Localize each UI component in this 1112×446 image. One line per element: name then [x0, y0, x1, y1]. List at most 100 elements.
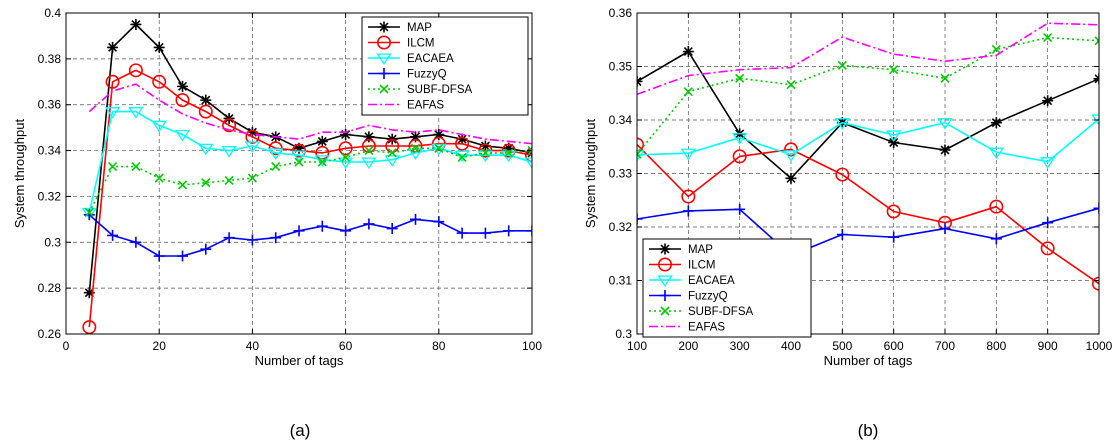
- data-point-map: [363, 131, 375, 143]
- data-point-eacaea: [221, 146, 237, 158]
- data-point-eacaea: [384, 155, 400, 167]
- data-point-fuzzyq: [316, 220, 328, 232]
- data-point-map: [410, 131, 421, 143]
- data-point-map: [83, 287, 95, 299]
- data-point-map: [153, 41, 165, 53]
- legend-marker: [376, 53, 392, 66]
- data-point-fuzzyq: [433, 216, 445, 228]
- y-tick-label: 0.33: [609, 167, 633, 181]
- data-point-subf-dfsa: [84, 207, 94, 218]
- data-point-eacaea: [361, 157, 377, 170]
- data-point-ilcm: [501, 143, 516, 158]
- legend-entry-fuzzyq: FuzzyQ: [688, 291, 728, 303]
- x-tick-label: 200: [678, 339, 698, 353]
- data-point-ilcm: [291, 143, 306, 158]
- x-axis-label: Number of tags: [824, 353, 913, 368]
- data-point-map: [682, 46, 694, 58]
- data-point-subf-dfsa: [131, 162, 141, 172]
- data-point-fuzzyq: [526, 225, 532, 237]
- data-point-map: [479, 140, 491, 152]
- data-point-ilcm: [268, 141, 283, 156]
- y-tick-label: 0.31: [609, 274, 633, 288]
- data-point-eacaea: [104, 107, 121, 119]
- data-point-fuzzyq: [456, 227, 468, 239]
- y-axis-label: System throughput: [583, 119, 598, 229]
- data-point-map: [246, 126, 258, 138]
- data-point-subf-dfsa: [991, 44, 1001, 54]
- data-point-eacaea: [128, 107, 144, 119]
- legend-entry-map: MAP: [407, 22, 432, 34]
- data-point-fuzzyq: [293, 225, 305, 237]
- y-tick-label: 0.34: [38, 144, 62, 158]
- data-point-fuzzyq: [340, 225, 352, 237]
- y-tick-label: 0.4: [44, 6, 61, 20]
- data-point-ilcm: [1092, 276, 1099, 291]
- legend-entry-fuzzyq: FuzzyQ: [407, 69, 447, 81]
- data-point-subf-dfsa: [434, 143, 444, 153]
- data-point-ilcm: [105, 74, 120, 89]
- data-point-subf-dfsa: [317, 157, 327, 167]
- chart-panel-a: 0 20 40 60 80 100 0.26 0.28 0.3 0.32 0.34 0.36 0.38 0…: [12, 6, 542, 440]
- data-point-eacaea: [244, 141, 261, 154]
- data-point-map: [340, 129, 352, 141]
- data-point-ilcm: [783, 142, 798, 157]
- legend-entry-eafas: EAFAS: [407, 100, 444, 112]
- x-tick-label: 0: [63, 339, 70, 353]
- legend-marker: [657, 257, 672, 272]
- y-tick-label: 0.32: [609, 220, 633, 234]
- data-point-ilcm: [338, 141, 353, 156]
- legend-entry-subf-dfsa: SUBF-DFSA: [407, 84, 473, 96]
- data-point-eacaea: [174, 129, 191, 142]
- data-point-ilcm: [989, 199, 1004, 214]
- x-tick-label: 80: [432, 339, 446, 353]
- data-point-ilcm: [198, 104, 213, 119]
- y-tick-label: 0.3: [615, 327, 632, 341]
- data-point-ilcm: [82, 320, 97, 334]
- data-point-subf-dfsa: [1043, 33, 1053, 43]
- data-point-subf-dfsa: [271, 162, 281, 172]
- x-tick-label: 1000: [1086, 339, 1112, 353]
- data-point-fuzzyq: [1093, 202, 1099, 214]
- series-line-map: [637, 50, 1099, 180]
- x-tick-label: 800: [986, 339, 1006, 353]
- data-point-subf-dfsa: [201, 178, 211, 188]
- data-point-subf-dfsa: [504, 148, 514, 158]
- data-point-map: [888, 136, 900, 148]
- data-point-ilcm: [478, 143, 493, 158]
- data-point-eacaea: [834, 118, 851, 130]
- legend-marker: [376, 35, 391, 50]
- data-point-ilcm: [152, 74, 167, 89]
- data-point-fuzzyq: [479, 227, 491, 239]
- legend-entry-eacaea: EACAEA: [407, 53, 454, 65]
- legend-marker: [657, 275, 673, 288]
- data-point-ilcm: [128, 63, 143, 78]
- data-point-ilcm: [886, 204, 901, 219]
- series-line-subf-dfsa: [88, 147, 532, 213]
- x-axis-label: Number of tags: [255, 353, 344, 368]
- data-point-eacaea: [1039, 157, 1056, 169]
- data-point-fuzzyq: [200, 243, 212, 255]
- data-point-ilcm: [835, 167, 850, 182]
- legend-entry-subf-dfsa: SUBF-DFSA: [688, 306, 754, 318]
- data-point-subf-dfsa: [735, 73, 745, 83]
- data-point-subf-dfsa: [837, 60, 847, 70]
- data-point-fuzzyq: [363, 218, 375, 230]
- y-tick-label: 0.36: [38, 98, 62, 112]
- data-point-map: [456, 133, 468, 145]
- data-point-ilcm: [455, 136, 470, 151]
- data-point-eacaea: [885, 130, 902, 143]
- y-tick-label: 0.26: [38, 327, 62, 341]
- x-tick-label: 700: [935, 339, 955, 353]
- series-group: [81, 18, 532, 334]
- data-point-fuzzyq: [130, 236, 142, 248]
- data-point-fuzzyq: [386, 223, 398, 235]
- data-point-fuzzyq: [177, 250, 188, 262]
- data-point-subf-dfsa: [154, 173, 164, 183]
- x-tick-label: 20: [153, 339, 167, 353]
- legend: MAP ILCM EACAEA FuzzyQ SUBF-DFSA EAFAS: [361, 16, 529, 116]
- legend-marker: [659, 290, 671, 301]
- x-tick-label: 900: [1038, 339, 1058, 353]
- data-point-map: [1042, 95, 1054, 107]
- panel-label: (a): [290, 421, 311, 440]
- data-point-eacaea: [81, 207, 98, 220]
